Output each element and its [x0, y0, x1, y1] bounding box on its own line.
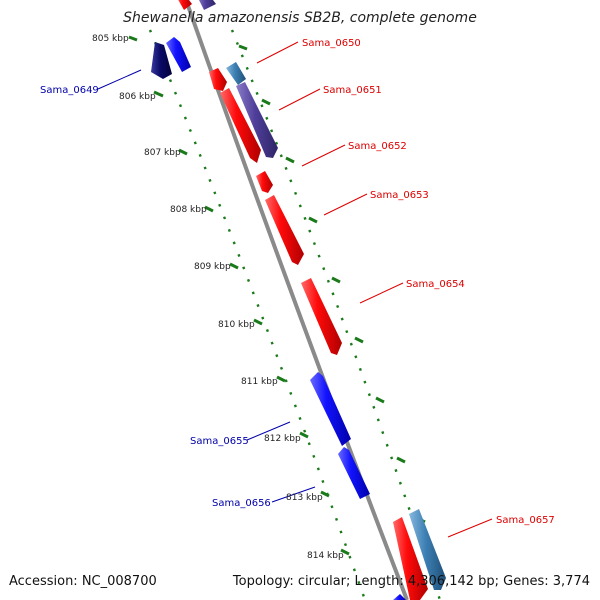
gene-label-sama-0649: Sama_0649	[40, 85, 99, 96]
gene-label-sama-0653: Sama_0653	[370, 190, 429, 201]
scale-label: 812 kbp	[264, 434, 301, 444]
scale-label: 811 kbp	[241, 377, 278, 387]
gene-arrow	[166, 37, 191, 72]
gene-arrow-sama-0654	[301, 278, 342, 355]
gene-features	[151, 0, 446, 600]
gene-arrow-sama-0653	[256, 171, 273, 193]
genome-summary-text: Topology: circular; Length: 4,306,142 bp…	[232, 574, 590, 589]
scale-labels: 805 kbp 806 kbp 807 kbp 808 kbp 809 kbp …	[92, 34, 344, 561]
gene-arrow-sama-0655	[310, 372, 351, 446]
gene-arrow	[178, 0, 192, 10]
gene-label-sama-0654: Sama_0654	[406, 279, 465, 290]
map-title: Shewanella amazonensis SB2B, complete ge…	[123, 10, 477, 26]
gene-label-sama-0651: Sama_0651	[323, 85, 382, 96]
scale-label: 814 kbp	[307, 551, 344, 561]
gene-label-sama-0657: Sama_0657	[496, 515, 555, 526]
accession-text: Accession: NC_008700	[9, 574, 157, 589]
gene-arrow	[199, 0, 216, 10]
gene-arrow-sama-0651	[236, 82, 278, 158]
scale-label: 808 kbp	[170, 205, 207, 215]
scale-label: 810 kbp	[218, 320, 255, 330]
gene-arrow-sama-0657	[393, 517, 428, 600]
inner-tick-row	[148, 29, 367, 600]
gene-arrow-sama-0652	[220, 88, 261, 163]
scale-label: 807 kbp	[144, 148, 181, 158]
gene-arrow-sama-0649	[151, 42, 172, 79]
gene-label-sama-0650: Sama_0650	[302, 38, 361, 49]
major-ticks	[128, 35, 426, 556]
scale-label: 809 kbp	[194, 262, 231, 272]
gene-arrow-sama-0650	[226, 62, 246, 85]
gene-arrow-sama-0656	[338, 447, 370, 499]
label-leaders	[97, 41, 493, 538]
scale-label: 806 kbp	[119, 92, 156, 102]
gene-arrow	[209, 68, 227, 91]
gene-labels: Sama_0650 Sama_0651 Sama_0652 Sama_0653 …	[40, 38, 555, 526]
scale-label: 813 kbp	[286, 493, 323, 503]
gene-label-sama-0655: Sama_0655	[190, 436, 249, 447]
gene-label-sama-0652: Sama_0652	[348, 141, 407, 152]
gene-arrow	[393, 594, 406, 600]
outer-tick-row	[230, 29, 442, 600]
gene-label-sama-0656: Sama_0656	[212, 498, 271, 509]
scale-label: 805 kbp	[92, 34, 129, 44]
gene-arrow	[409, 509, 446, 590]
gene-arrow	[265, 195, 304, 265]
